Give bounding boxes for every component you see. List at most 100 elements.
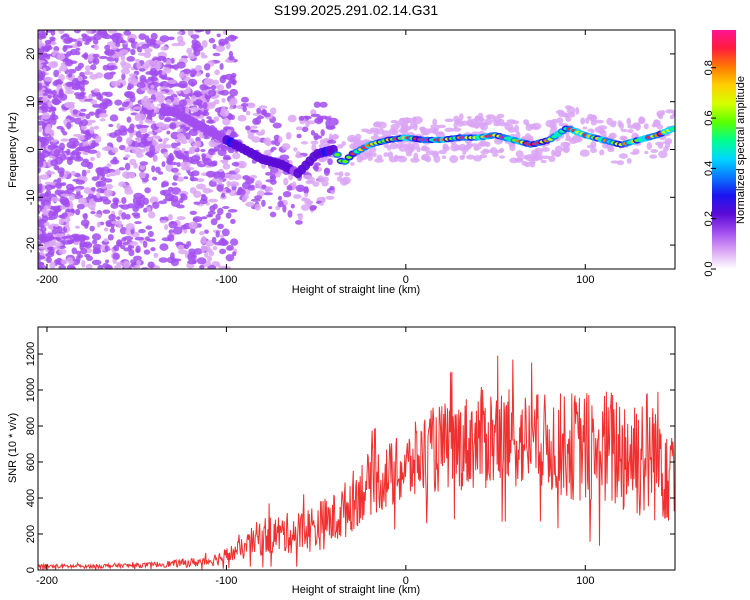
spectrogram-noise-blob [124,188,134,195]
spectrogram-noise-blob [110,202,119,209]
spectrogram-noise-blob [129,241,138,246]
snr-y-tick-label: 600 [25,453,37,471]
spectrogram-noise-blob [218,238,228,246]
spectrogram-noise-blob [42,92,49,96]
spectrogram-noise-blob [252,118,259,125]
spectrogram-noise-blob [76,190,81,196]
spectrogram-noise-blob [53,69,59,78]
spectrogram-noise-blob [129,245,135,249]
spectrogram-noise-blob [90,207,96,211]
spectrogram-noise-blob [224,173,233,177]
spectrogram-y-tick-label: 10 [25,96,37,108]
spectrogram-noise-blob [43,53,52,57]
spectrogram-noise-blob [38,264,44,269]
colorbar-gradient [712,30,736,269]
spectrogram-noise-blob [646,142,652,150]
spectrogram-noise-blob [98,112,108,118]
spectrogram-noise-blob [580,117,586,125]
spectrogram-noise-blob [191,112,198,116]
spectrogram-noise-blob [71,150,80,156]
spectrogram-noise-blob [453,115,460,123]
spectrogram-noise-blob [152,176,158,181]
spectrogram-noise-blob [185,106,190,114]
spectrogram-noise-blob [162,139,167,145]
spectrogram-noise-blob [212,245,218,251]
spectrogram-noise-blob [139,74,147,83]
spectrogram-noise-blob [199,231,205,236]
spectrogram-noise-blob [232,251,237,257]
spectrogram-noise-blob [87,149,98,154]
spectrogram-noise-blob [147,230,154,238]
spectrogram-noise-blob [54,223,59,227]
spectrogram-noise-blob [171,167,179,173]
spectrogram-noise-blob [38,167,41,172]
spectrogram-noise-blob [175,90,182,94]
spectrogram-noise-blob [563,113,570,118]
spectrogram-noise-blob [327,158,333,166]
colorbar-tick-label: 0.8 [703,60,715,75]
spectrogram-noise-blob [587,128,595,132]
spectrogram-noise-blob [61,212,68,218]
spectrogram-noise-blob [188,167,195,171]
spectrogram-noise-blob [70,170,76,176]
spectrogram-noise-blob [492,116,501,123]
spectrogram-noise-blob [617,120,622,127]
spectrogram-noise-blob [144,35,150,43]
spectrogram-noise-blob [301,126,309,133]
spectrogram-noise-blob [587,113,594,120]
colorbar-label: Normalized spectral amplitude [735,76,747,224]
spectrogram-noise-blob [94,213,102,217]
spectrogram-noise-blob [38,33,44,40]
spectrogram-noise-blob [389,142,399,150]
spectrogram-noise-blob [38,82,43,91]
spectrogram-noise-blob [58,30,65,35]
spectrogram-noise-blob [277,200,284,208]
spectrogram-noise-blob [566,106,576,115]
spectrogram-noise-blob [229,181,240,187]
spectrogram-noise-blob [66,101,76,105]
spectrogram-noise-blob [118,107,125,112]
spectrogram-noise-blob [545,119,556,128]
snr-y-tick-label: 0 [25,567,37,573]
spectrogram-noise-blob [123,148,130,153]
spectrogram-noise-blob [442,155,446,159]
spectrogram-noise-blob [111,220,119,225]
spectrogram-noise-blob [91,187,96,192]
spectrogram-noise-blob [174,172,182,176]
spectrogram-noise-blob [474,115,480,122]
snr-y-tick-label: 200 [25,525,37,543]
spectrogram-noise-blob [120,244,126,250]
spectrogram-noise-blob [540,159,547,164]
spectrogram-noise-blob [126,85,132,91]
spectrogram-noise-blob [420,146,431,152]
spectrogram-noise-blob [305,120,310,128]
spectrogram-noise-blob [68,156,75,161]
spectrogram-noise-blob [594,126,604,133]
spectrogram-noise-blob [321,180,329,187]
spectrogram-noise-blob [115,216,121,220]
spectrogram-noise-blob [78,254,83,259]
spectrogram-noise-blob [86,169,91,174]
spectrogram-noise-blob [170,142,178,149]
spectrogram-noise-blob [162,189,172,197]
spectrogram-noise-blob [199,264,205,269]
spectrogram-noise-blob [216,33,221,38]
spectrogram-noise-blob [367,154,373,161]
spectrogram-noise-blob [38,49,45,54]
spectrogram-noise-blob [106,163,112,168]
spectrogram-noise-blob [142,177,149,183]
spectrogram-noise-blob [118,144,126,151]
spectrogram-noise-blob [193,49,201,57]
spectrogram-noise-blob [610,160,619,164]
spectrogram-noise-blob [103,238,109,243]
spectrogram-noise-blob [74,188,82,192]
spectrogram-noise-blob [444,118,454,123]
spectrogram-noise-blob [97,180,106,187]
spectrogram-noise-blob [261,184,267,190]
spectrogram-noise-blob [88,111,96,116]
snr-frame [37,326,676,571]
spectrogram-noise-blob [109,71,116,75]
spectrogram-noise-blob [387,151,394,159]
spectrogram-noise-blob [133,264,141,269]
spectrogram-noise-blob [144,187,151,194]
